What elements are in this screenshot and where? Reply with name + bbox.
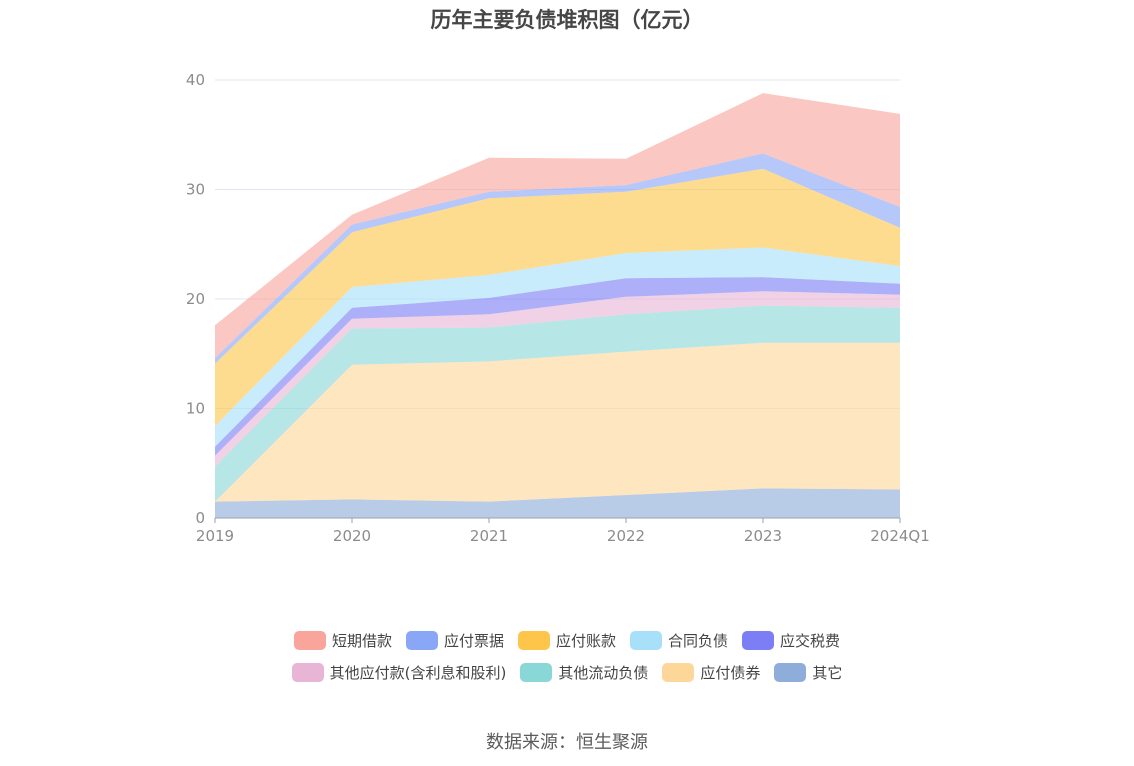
legend-swatch bbox=[774, 663, 807, 682]
area-series-0[interactable] bbox=[215, 488, 900, 518]
legend-swatch bbox=[291, 663, 324, 682]
legend-label: 应交税费 bbox=[780, 632, 841, 650]
legend-swatch bbox=[742, 631, 775, 650]
legend-swatch bbox=[520, 663, 553, 682]
legend-item[interactable]: 应付账款 bbox=[517, 630, 616, 651]
area-series-8[interactable] bbox=[215, 93, 900, 359]
y-tick-label: 0 bbox=[195, 509, 205, 527]
y-tick-label: 30 bbox=[186, 181, 205, 199]
source-note: 数据来源：恒生聚源 bbox=[486, 732, 648, 753]
area-series-1[interactable] bbox=[215, 342, 900, 502]
y-tick-label: 10 bbox=[186, 400, 205, 418]
legend-label: 合同负债 bbox=[668, 632, 729, 650]
x-tick-label: 2024Q1 bbox=[870, 527, 930, 545]
y-tick-label: 40 bbox=[186, 71, 205, 89]
legend-item[interactable]: 应付票据 bbox=[405, 630, 504, 651]
x-tick-label: 2022 bbox=[607, 527, 645, 545]
legend-item[interactable]: 应付债券 bbox=[662, 662, 760, 683]
legend-label: 其他应付款(含利息和股利) bbox=[329, 664, 507, 682]
legend-swatch bbox=[662, 663, 695, 682]
legend-label: 其他流动负债 bbox=[558, 664, 649, 682]
x-tick-label: 2021 bbox=[470, 527, 508, 545]
legend-label: 其它 bbox=[812, 664, 843, 682]
legend-row-2: 其他应付款(含利息和股利) 其他流动负债 应付债券 其它 bbox=[0, 662, 1134, 683]
legend-label: 应付票据 bbox=[443, 632, 504, 650]
stacked-area-chart: 0 10 20 30 40 2019 2020 2021 2022 2023 2024Q1 bbox=[186, 71, 930, 545]
legend-item[interactable]: 合同负债 bbox=[630, 630, 728, 651]
area-series-2[interactable] bbox=[215, 305, 900, 502]
legend-item[interactable]: 应交税费 bbox=[742, 630, 840, 651]
chart-legend: 短期借款 应付票据 应付账款 合同负债 应交税费 其他应付款(含利息和股利) 其他流动负债… bbox=[0, 630, 1134, 694]
area-series-5[interactable] bbox=[215, 247, 900, 447]
x-tick-label: 2023 bbox=[744, 527, 782, 545]
x-tick-label: 2020 bbox=[333, 527, 371, 545]
area-series-6[interactable] bbox=[215, 168, 900, 426]
legend-swatch bbox=[517, 631, 550, 650]
legend-label: 短期借款 bbox=[331, 632, 392, 650]
legend-label: 应付账款 bbox=[555, 632, 616, 650]
legend-swatch bbox=[630, 631, 662, 650]
legend-item[interactable]: 其他流动负债 bbox=[520, 662, 648, 683]
legend-item[interactable]: 短期借款 bbox=[293, 630, 392, 651]
legend-swatch bbox=[405, 631, 438, 650]
y-tick-label: 20 bbox=[186, 290, 205, 308]
legend-item[interactable]: 其他应付款(含利息和股利) bbox=[291, 662, 507, 683]
legend-swatch bbox=[293, 631, 326, 650]
legend-label: 应付债券 bbox=[700, 664, 761, 682]
legend-row-1: 短期借款 应付票据 应付账款 合同负债 应交税费 bbox=[0, 630, 1134, 651]
x-tick-label: 2019 bbox=[196, 527, 234, 545]
chart-title: 历年主要负债堆积图（亿元） bbox=[430, 8, 704, 32]
legend-item[interactable]: 其它 bbox=[774, 662, 842, 683]
